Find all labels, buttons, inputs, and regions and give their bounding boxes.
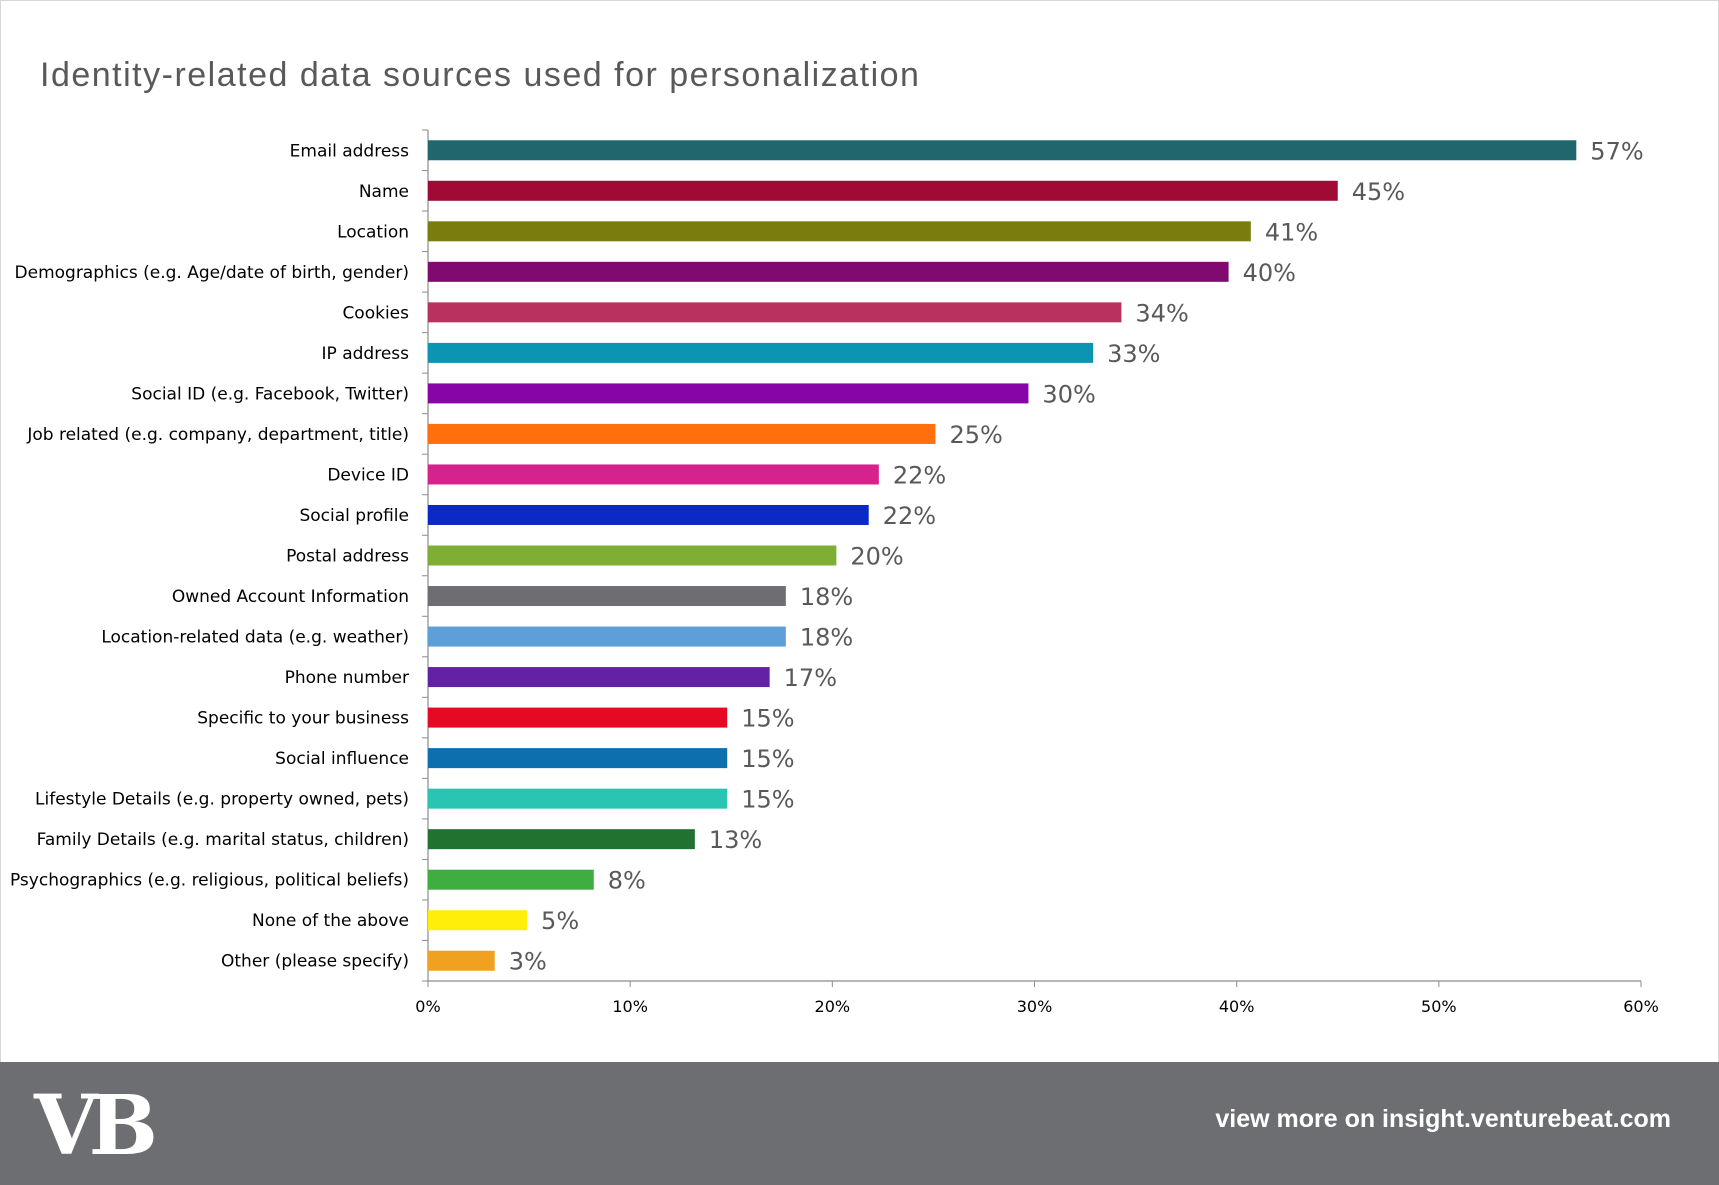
value-label: 20% <box>850 543 903 571</box>
bar <box>428 910 528 931</box>
bar-chart: 0% 10% 20% 30% 40% 50% 60% Email address 57% Name… <box>10 129 1659 1016</box>
bar <box>428 869 594 890</box>
value-label: 18% <box>800 624 853 652</box>
bar <box>428 342 1094 363</box>
category-label: Owned Account Information <box>172 587 409 607</box>
value-label: 41% <box>1265 218 1318 246</box>
category-label: Psychographics (e.g. religious, politica… <box>10 871 409 891</box>
category-label: Lifestyle Details (e.g. property owned, … <box>35 790 409 810</box>
bar <box>428 829 695 850</box>
category-label: Location-related data (e.g. weather) <box>101 628 409 648</box>
value-label: 40% <box>1243 259 1296 287</box>
category-label: Email address <box>290 141 410 161</box>
bar <box>428 586 786 607</box>
value-label: 22% <box>893 461 946 489</box>
x-tick-label: 50% <box>1421 997 1457 1016</box>
bar <box>428 626 786 647</box>
value-label: 34% <box>1135 299 1188 327</box>
value-label: 18% <box>800 583 853 611</box>
category-label: Social influence <box>275 749 409 769</box>
bar <box>428 464 879 485</box>
category-label: IP address <box>322 344 410 364</box>
bar <box>428 383 1029 404</box>
bar <box>428 221 1251 242</box>
footer-cta-link[interactable]: view more on insight.venturebeat.com <box>1215 1105 1671 1133</box>
value-label: 15% <box>741 705 794 733</box>
x-tick-label: 40% <box>1219 997 1255 1016</box>
venturebeat-logo: VB <box>34 1078 158 1174</box>
value-label: 33% <box>1107 340 1160 368</box>
value-label: 13% <box>709 826 762 854</box>
category-label: Demographics (e.g. Age/date of birth, ge… <box>15 263 409 283</box>
category-label: Job related (e.g. company, department, t… <box>26 425 409 445</box>
value-label: 22% <box>883 502 936 530</box>
value-label: 57% <box>1590 137 1643 165</box>
bar <box>428 180 1338 201</box>
value-label: 5% <box>541 907 579 935</box>
category-label: Phone number <box>285 668 409 688</box>
footer-banner: VB view more on insight.venturebeat.com <box>0 1062 1719 1185</box>
category-label: None of the above <box>252 911 409 931</box>
category-label: Device ID <box>327 465 409 485</box>
chart-title: Identity-related data sources used for p… <box>40 56 921 94</box>
bar <box>428 423 936 444</box>
category-label: Postal address <box>286 547 409 567</box>
x-tick-label: 0% <box>415 997 440 1016</box>
category-label: Name <box>359 182 409 202</box>
value-label: 3% <box>509 948 547 976</box>
value-label: 17% <box>784 664 837 692</box>
x-tick-label: 60% <box>1623 997 1659 1016</box>
bar <box>428 261 1229 282</box>
value-label: 30% <box>1042 380 1095 408</box>
bar <box>428 667 770 688</box>
category-label: Cookies <box>342 303 409 323</box>
bar <box>428 545 837 566</box>
category-label: Other (please specify) <box>221 952 409 972</box>
x-tick-label: 10% <box>612 997 648 1016</box>
bar <box>428 707 728 728</box>
bar <box>428 504 869 525</box>
value-label: 45% <box>1352 178 1405 206</box>
x-tick-label: 30% <box>1017 997 1053 1016</box>
category-label: Specific to your business <box>197 709 409 729</box>
category-label: Social profile <box>299 506 409 526</box>
value-label: 8% <box>608 867 646 895</box>
category-label: Location <box>337 222 409 242</box>
value-label: 15% <box>741 786 794 814</box>
bar <box>428 950 495 971</box>
value-label: 25% <box>949 421 1002 449</box>
category-label: Family Details (e.g. marital status, chi… <box>37 830 409 850</box>
bar <box>428 748 728 769</box>
bar <box>428 302 1122 323</box>
value-label: 15% <box>741 745 794 773</box>
category-label: Social ID (e.g. Facebook, Twitter) <box>131 384 409 404</box>
bar <box>428 788 728 809</box>
x-tick-label: 20% <box>815 997 851 1016</box>
bar <box>428 140 1577 161</box>
